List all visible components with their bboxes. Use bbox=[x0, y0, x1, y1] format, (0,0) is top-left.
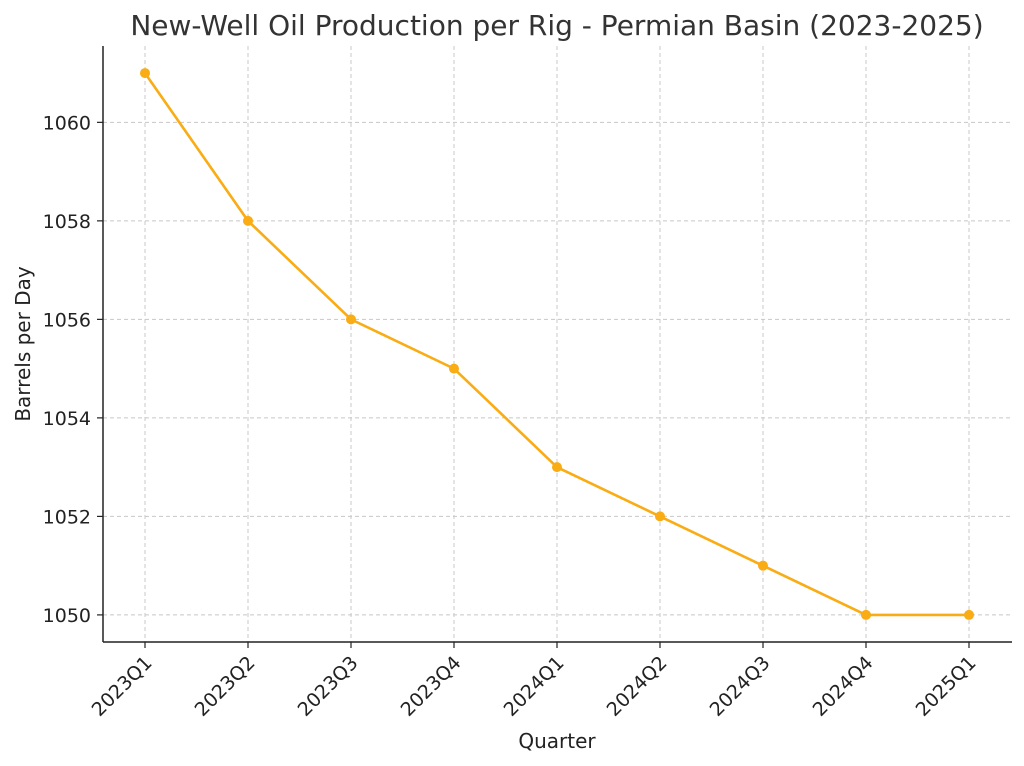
grid bbox=[103, 46, 1012, 642]
x-axis-label: Quarter bbox=[518, 729, 596, 753]
data-point bbox=[449, 363, 459, 374]
x-tick-label: 2023Q1 bbox=[88, 652, 157, 721]
y-tick-label: 1058 bbox=[43, 211, 91, 233]
y-ticks: 1050 1052 1054 1056 1058 1060 bbox=[43, 112, 103, 627]
data-point bbox=[861, 609, 871, 620]
chart-title: New-Well Oil Production per Rig - Permia… bbox=[130, 9, 983, 42]
x-tick-label: 2024Q3 bbox=[706, 652, 775, 721]
y-axis-label: Barrels per Day bbox=[11, 266, 35, 422]
y-tick-label: 1052 bbox=[43, 506, 91, 528]
series bbox=[140, 68, 974, 620]
data-point bbox=[140, 68, 150, 79]
x-tick-label: 2023Q4 bbox=[397, 652, 466, 721]
y-tick-label: 1060 bbox=[43, 112, 91, 134]
x-tick-label: 2024Q1 bbox=[500, 652, 569, 721]
y-tick-label: 1050 bbox=[43, 605, 91, 627]
y-tick-label: 1056 bbox=[43, 309, 91, 331]
data-point bbox=[964, 609, 974, 620]
data-point bbox=[243, 215, 253, 226]
x-tick-label: 2023Q2 bbox=[191, 652, 260, 721]
data-point bbox=[758, 560, 768, 571]
x-tick-label: 2024Q4 bbox=[809, 652, 878, 721]
x-ticks: 2023Q1 2023Q2 2023Q3 2023Q4 2024Q1 2024Q2 2024… bbox=[88, 642, 981, 721]
y-tick-label: 1054 bbox=[43, 408, 91, 430]
x-tick-label: 2023Q3 bbox=[294, 652, 363, 721]
data-point bbox=[655, 511, 665, 522]
x-tick-label: 2025Q1 bbox=[912, 652, 981, 721]
data-point bbox=[346, 314, 356, 325]
data-point bbox=[552, 462, 562, 473]
x-tick-label: 2024Q2 bbox=[603, 652, 672, 721]
